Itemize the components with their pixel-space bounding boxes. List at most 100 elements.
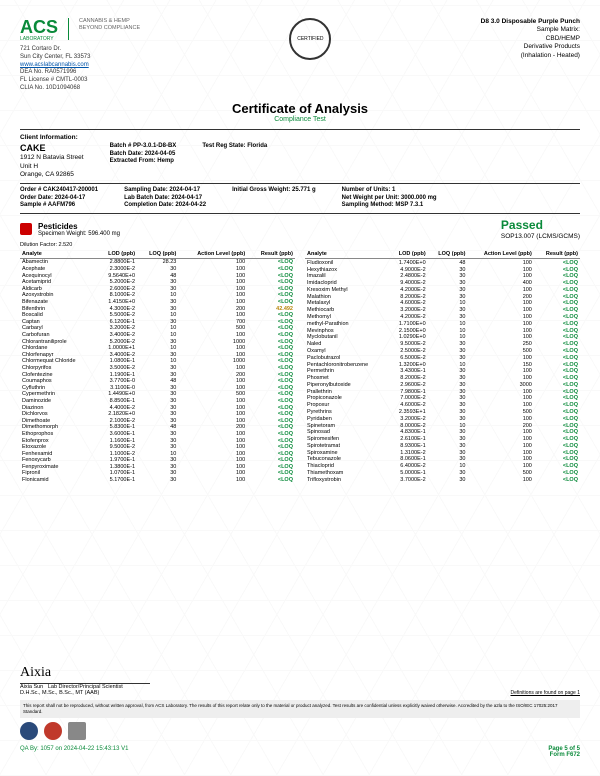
ahca-badge — [68, 722, 86, 740]
lab-dea: DEA No. RA0571996 — [20, 69, 140, 77]
matrix-label: Sample Matrix: — [481, 26, 580, 34]
col-header: Analyte — [20, 251, 96, 259]
matrix-value: CBD/HEMP — [481, 35, 580, 43]
analyte-row: Azoxystrobin8.1000E-210100<LOQ — [20, 292, 295, 299]
analyte-row: Hexythiazox4.9000E-230100<LOQ — [305, 266, 580, 273]
analyte-row: Chlorpyrifos3.5000E-230100<LOQ — [20, 365, 295, 372]
logo-divider — [68, 18, 69, 40]
lab-logo: ACS — [20, 18, 58, 36]
analyte-row: Coumaphos3.7700E-048100<LOQ — [20, 378, 295, 385]
col-header: LOD (ppb) — [96, 251, 137, 259]
passed-label: Passed — [501, 218, 580, 232]
sop-label: SOP13.007 (LCMS/GCMS) — [501, 233, 580, 240]
analyte-row: Boscalid5.5000E-210100<LOQ — [20, 312, 295, 319]
batch-num: Batch # PP-3.0.1-D8-BX — [110, 143, 177, 151]
num-units: Number of Units: 1 — [342, 187, 437, 195]
analyte-row: Fenoxycarb1.9700E-130100<LOQ — [20, 457, 295, 464]
analyte-row: Chlorfenapyr3.4000E-230100<LOQ — [20, 351, 295, 358]
analyte-row: Spiromesifen2.6100E-130100<LOQ — [305, 436, 580, 443]
analyte-row: Etofenprox1.1600E-130100<LOQ — [20, 437, 295, 444]
analyte-row: Trifloxystrobin3.7000E-230100<LOQ — [305, 476, 580, 483]
analyte-row: Thiamethoxam5.0000E-130500<LOQ — [305, 470, 580, 477]
order-num: Order # CAK240417-200001 — [20, 187, 98, 195]
col-header: Action Level (ppb) — [467, 251, 533, 259]
lab-addr1: 721 Cortaro Dr. — [20, 46, 140, 54]
analyte-row: Bifenthrin4.3000E-23020042.492 — [20, 305, 295, 312]
analyte-row: Oxamyl2.5000E-230500<LOQ — [305, 348, 580, 355]
sampling-method: Sampling Method: MSP 7.3.1 — [342, 202, 437, 210]
analyte-row: Prallethrin7.9800E-130100<LOQ — [305, 388, 580, 395]
analyte-row: Acetamiprid5.2000E-230100<LOQ — [20, 279, 295, 286]
analyte-row: Carbofuran3.4000E-210100<LOQ — [20, 332, 295, 339]
dilution-factor: Dilution Factor: 2.520 — [20, 242, 580, 248]
analyte-row: Acephate2.3000E-230100<LOQ — [20, 266, 295, 273]
pesticides-table-left: AnalyteLOD (ppb)LOQ (ppb)Action Level (p… — [20, 251, 295, 483]
col-header: Result (ppb) — [247, 251, 295, 259]
pesticides-icon — [20, 223, 32, 235]
analyte-row: Etoxazole9.5000E-230100<LOQ — [20, 444, 295, 451]
analyte-row: Mevinphos2.1500E+010100<LOQ — [305, 327, 580, 334]
analyte-row: Chlormequat Chloride1.0800E-1101000<LOQ — [20, 358, 295, 365]
analyte-row: Metalaxyl4.6000E-210100<LOQ — [305, 300, 580, 307]
col-header: LOD (ppb) — [388, 251, 427, 259]
analyte-row: Cyfluthrin3.1100E-030100<LOQ — [20, 384, 295, 391]
analyte-row: Aldicarb2.6000E-230100<LOQ — [20, 286, 295, 293]
analyte-row: Naled9.5000E-230250<LOQ — [305, 341, 580, 348]
analyte-row: Spiroxamine1.3100E-230100<LOQ — [305, 449, 580, 456]
pesticides-title: Pesticides — [38, 222, 120, 231]
client-label: Client Information: — [20, 134, 580, 141]
analyte-row: Fludioxonil1.7400E+048100<LOQ — [305, 259, 580, 266]
analyte-row: Spirotetramat8.9300E-130100<LOQ — [305, 443, 580, 450]
lab-sublogo: LABORATORY — [20, 36, 58, 42]
lab-tag1: CANNABIS & HEMP — [79, 18, 140, 25]
analyte-row: Bifenazate1.4150E+030100<LOQ — [20, 299, 295, 306]
analyte-row: Fenhexamid1.1000E-210100<LOQ — [20, 450, 295, 457]
client-addr1: 1912 N Batavia Street — [20, 154, 84, 162]
analyte-row: Flonicamid5.1700E-130100<LOQ — [20, 477, 295, 484]
analyte-row: Thiacloprid6.4000E-210100<LOQ — [305, 463, 580, 470]
product-deriv: Derivative Products — [481, 43, 580, 51]
analyte-row: Propoxur4.6000E-230100<LOQ — [305, 402, 580, 409]
certified-badge: CERTIFIED — [289, 18, 331, 60]
extracted-from: Extracted From: Hemp — [110, 158, 177, 166]
lab-url[interactable]: www.acslabcannabis.com — [20, 62, 140, 70]
product-inhal: (Inhalation - Heated) — [481, 52, 580, 60]
analyte-row: Carbaryl3.2000E-210500<LOQ — [20, 325, 295, 332]
analyte-row: Pyridaben3.2000E-230100<LOQ — [305, 415, 580, 422]
analyte-row: Methiocarb3.2000E-230100<LOQ — [305, 307, 580, 314]
accred-badge-2 — [44, 722, 62, 740]
definitions-link[interactable]: Definitions are found on page 1 — [511, 690, 581, 696]
analyte-row: Myclobutanil1.0290E+010100<LOQ — [305, 334, 580, 341]
analyte-row: Phosmet8.2000E-230100<LOQ — [305, 375, 580, 382]
order-date: Order Date: 2024-04-17 — [20, 195, 98, 203]
analyte-row: Paclobutrazol6.5000E-230100<LOQ — [305, 354, 580, 361]
analyte-row: Cypermethrin1.4490E+030500<LOQ — [20, 391, 295, 398]
analyte-row: Imidacloprid9.4000E-230400<LOQ — [305, 280, 580, 287]
form-number: Form F672 — [548, 752, 580, 758]
analyte-row: Piperonylbutoxide2.9600E-2303000<LOQ — [305, 381, 580, 388]
analyte-row: Propiconazole7.0000E-230100<LOQ — [305, 395, 580, 402]
analyte-row: Daminozide8.8500E-130100<LOQ — [20, 398, 295, 405]
analyte-row: Dimethomorph5.8300E-148200<LOQ — [20, 424, 295, 431]
analyte-row: Methomyl4.2000E-230100<LOQ — [305, 314, 580, 321]
analyte-row: Pyrethrins2.3593E+130500<LOQ — [305, 409, 580, 416]
col-header: Analyte — [305, 251, 388, 259]
analyte-row: Tebuconazole8.0600E-130100<LOQ — [305, 456, 580, 463]
analyte-row: Malathion8.2000E-230200<LOQ — [305, 293, 580, 300]
qa-info: QA By: 1057 on 2024-04-22 15:43:13 V1 — [20, 746, 128, 758]
batch-date: Batch Date: 2024-04-05 — [110, 151, 177, 159]
lab-fl: FL License # CMTL-0003 — [20, 77, 140, 85]
analyte-row: Chlordane1.0000E+110100<LOQ — [20, 345, 295, 352]
analyte-row: Acequinocyl9.5640E+048100<LOQ — [20, 272, 295, 279]
col-header: Result (ppb) — [534, 251, 580, 259]
analyte-row: Chlorantraniliprole5.2000E-2301000<LOQ — [20, 338, 295, 345]
col-header: Action Level (ppb) — [178, 251, 247, 259]
disclaimer: This report shall not be reproduced, wit… — [20, 700, 580, 718]
lab-batch-date: Lab Batch Date: 2024-04-17 — [124, 195, 206, 203]
analyte-row: Clofentezine1.1900E-130200<LOQ — [20, 371, 295, 378]
sig-cred: D.H.Sc., M.Sc., B.Sc., MT (AAB) — [20, 690, 150, 696]
analyte-row: Dimethoate2.1000E-230100<LOQ — [20, 417, 295, 424]
col-header: LOQ (ppb) — [137, 251, 178, 259]
analyte-row: Spinosad4.8300E-130100<LOQ — [305, 429, 580, 436]
analyte-row: Fenpyroximate1.3800E-130100<LOQ — [20, 464, 295, 471]
